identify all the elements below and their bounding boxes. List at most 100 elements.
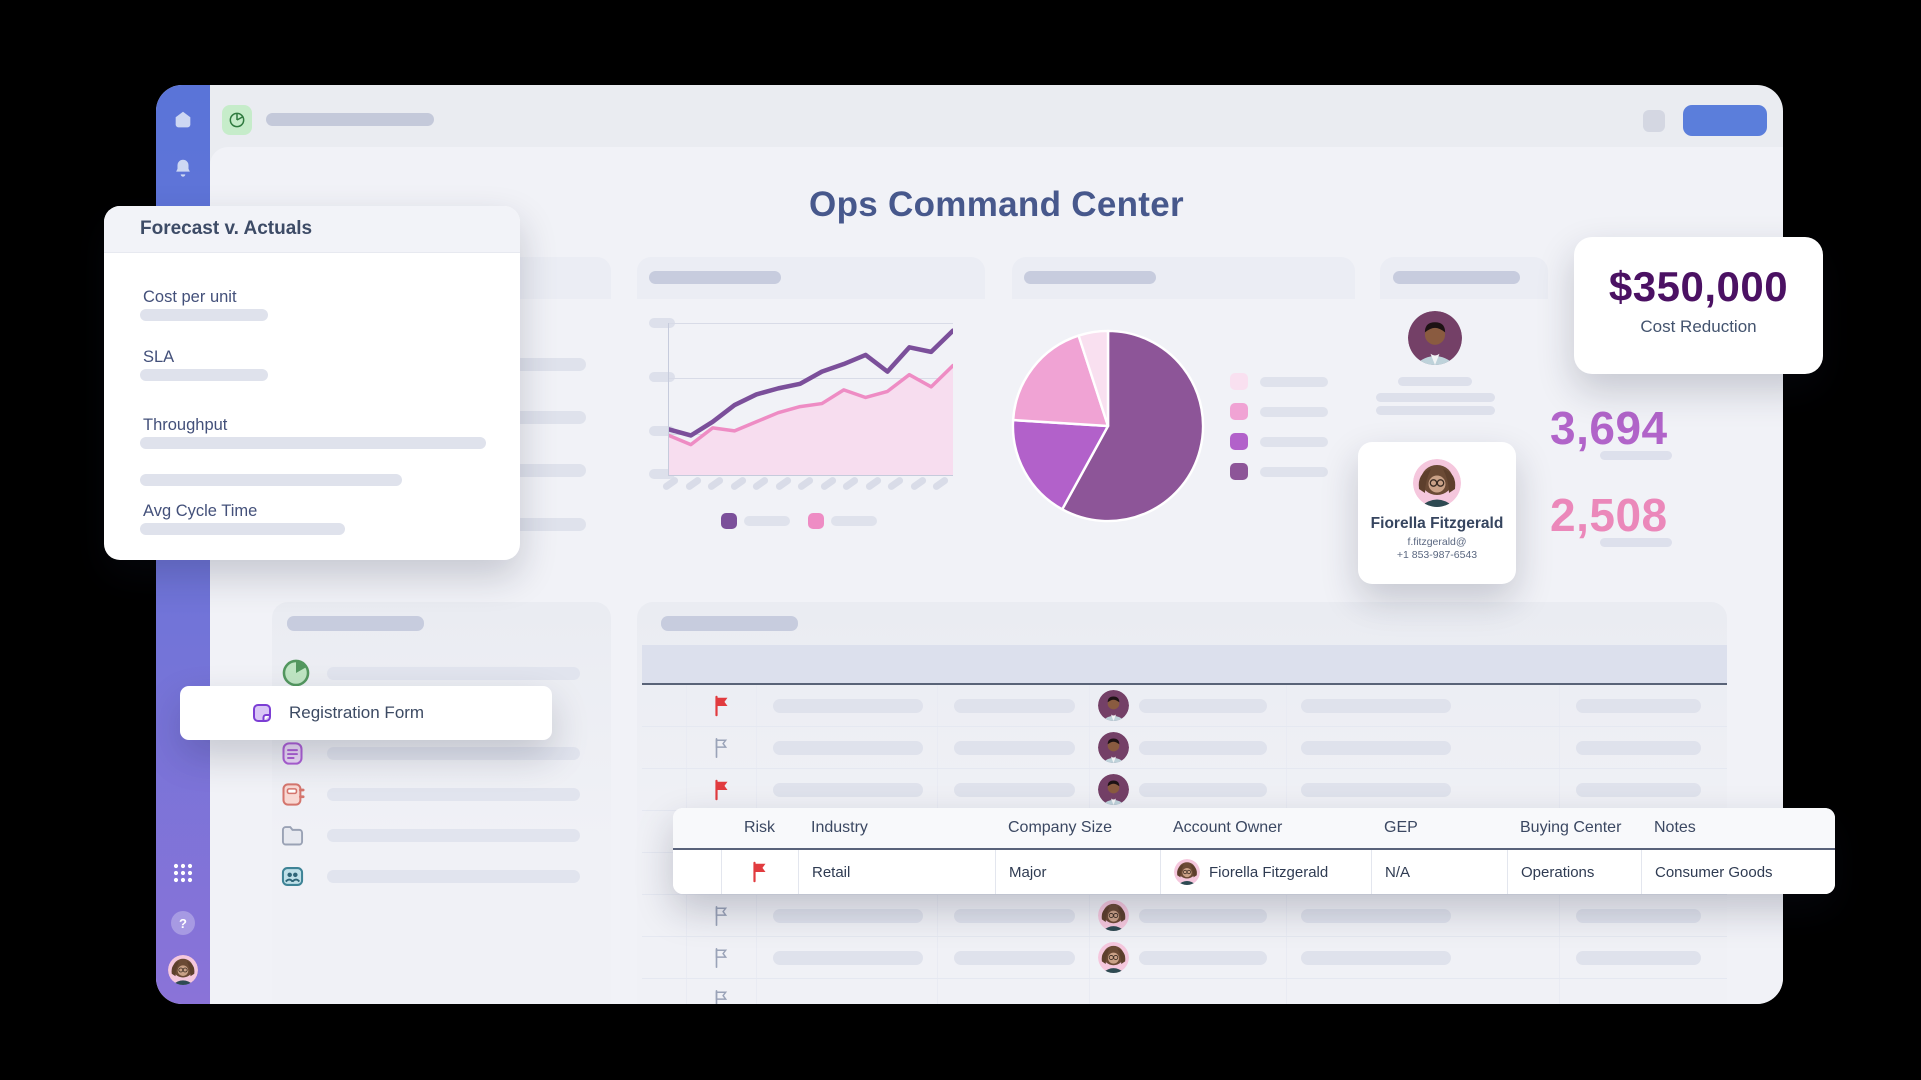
forecast-card-title: Forecast v. Actuals bbox=[140, 218, 313, 239]
owner-avatar[interactable] bbox=[1408, 311, 1462, 365]
pie-chart-icon bbox=[229, 112, 245, 128]
placeholder-bar bbox=[1139, 698, 1267, 713]
placeholder-bar bbox=[140, 369, 268, 381]
flag-gray-icon[interactable] bbox=[712, 947, 732, 969]
cell-industry[interactable]: Retail bbox=[798, 850, 995, 894]
placeholder-bar bbox=[1576, 950, 1701, 965]
registration-form-label: Registration Form bbox=[289, 703, 425, 722]
apps-grid-icon[interactable] bbox=[173, 863, 193, 883]
form-icon bbox=[253, 704, 271, 722]
notebook-icon[interactable] bbox=[279, 781, 306, 808]
cell-gep[interactable]: N/A bbox=[1371, 850, 1507, 894]
placeholder-bar bbox=[954, 782, 1075, 797]
flag-gray-icon[interactable] bbox=[712, 905, 732, 927]
row-avatar bbox=[1098, 732, 1129, 763]
placeholder-bar bbox=[1301, 698, 1451, 713]
table-row[interactable] bbox=[642, 727, 1727, 769]
row-avatar bbox=[1098, 900, 1129, 931]
legend-item bbox=[721, 513, 790, 529]
sidebar-user-avatar[interactable] bbox=[168, 955, 198, 985]
clipboard-icon[interactable] bbox=[279, 740, 306, 767]
table-row[interactable] bbox=[642, 937, 1727, 979]
flag-red-icon[interactable] bbox=[750, 861, 770, 883]
cell-account-owner[interactable]: Fiorella Fitzgerald bbox=[1160, 850, 1371, 894]
placeholder-bar bbox=[1139, 908, 1267, 923]
placeholder-bar bbox=[773, 740, 923, 755]
column-header-company-size[interactable]: Company Size bbox=[1008, 819, 1113, 836]
bell-icon[interactable] bbox=[172, 157, 194, 179]
metric-label: SLA bbox=[143, 348, 175, 366]
placeholder-bar bbox=[1260, 466, 1328, 477]
metric-label: Cost per unit bbox=[143, 288, 237, 306]
pie-slice-segment-1 bbox=[1060, 329, 1205, 523]
placeholder-bar bbox=[773, 908, 923, 923]
column-header-industry[interactable]: Industry bbox=[811, 819, 868, 836]
man-avatar-icon bbox=[1098, 690, 1129, 721]
placeholder-bar bbox=[954, 908, 1075, 923]
help-icon[interactable]: ? bbox=[171, 911, 195, 935]
record-popup: Risk Industry Company Size Account Owner… bbox=[673, 808, 1835, 894]
placeholder-bar bbox=[1301, 950, 1451, 965]
column-header-buying-center[interactable]: Buying Center bbox=[1520, 819, 1622, 836]
registration-form-item[interactable]: Registration Form bbox=[180, 686, 552, 740]
team-folder-icon[interactable] bbox=[279, 863, 306, 890]
legend-swatch-actuals bbox=[808, 513, 824, 529]
contact-email[interactable]: f.fitzgerald@ bbox=[1407, 536, 1467, 548]
y-axis-tick-placeholder bbox=[649, 372, 675, 382]
placeholder-bar bbox=[1393, 271, 1520, 284]
legend-swatch bbox=[1230, 403, 1248, 420]
placeholder-bar bbox=[1301, 908, 1451, 923]
placeholder-bar bbox=[327, 788, 580, 801]
cell-company-size[interactable]: Major bbox=[995, 850, 1160, 894]
column-header-gep[interactable]: GEP bbox=[1384, 819, 1418, 836]
placeholder-bar bbox=[1139, 740, 1267, 755]
pie-list-icon[interactable] bbox=[279, 656, 313, 690]
folder-icon[interactable] bbox=[279, 822, 306, 849]
placeholder-bar bbox=[661, 616, 798, 631]
table-row[interactable] bbox=[642, 895, 1727, 937]
placeholder-bar bbox=[140, 309, 268, 321]
flag-red-icon[interactable] bbox=[712, 695, 732, 717]
legend-swatch bbox=[1230, 373, 1248, 390]
cell-notes[interactable]: Consumer Goods bbox=[1641, 850, 1835, 894]
app-logo-chip[interactable] bbox=[222, 105, 252, 135]
placeholder-bar bbox=[773, 698, 923, 713]
placeholder-bar bbox=[744, 516, 790, 526]
metric-label: Throughput bbox=[143, 416, 228, 434]
table-header-band bbox=[642, 645, 1727, 685]
placeholder-bar bbox=[140, 523, 345, 535]
page-title: Ops Command Center bbox=[809, 185, 1184, 224]
cell-account-owner-name: Fiorella Fitzgerald bbox=[1209, 863, 1329, 881]
legend-item bbox=[808, 513, 877, 529]
flag-red-icon[interactable] bbox=[712, 779, 732, 801]
flag-gray-icon[interactable] bbox=[712, 737, 732, 759]
table-row[interactable] bbox=[642, 685, 1727, 727]
man-avatar-icon bbox=[1098, 774, 1129, 805]
flag-gray-icon[interactable] bbox=[712, 989, 732, 1005]
placeholder-bar bbox=[1376, 393, 1495, 402]
record-popup-row[interactable]: Retail Major Fiorella Fitzgerald N/A Ope… bbox=[673, 850, 1835, 894]
placeholder-bar bbox=[1301, 782, 1451, 797]
placeholder-bar bbox=[831, 516, 877, 526]
table-row[interactable] bbox=[642, 979, 1727, 1004]
pie-chart bbox=[1010, 328, 1206, 524]
cell-buying-center[interactable]: Operations bbox=[1507, 850, 1641, 894]
contact-card[interactable]: Fiorella Fitzgerald f.fitzgerald@ +1 853… bbox=[1358, 442, 1516, 584]
topbar-secondary-button[interactable] bbox=[1643, 110, 1665, 132]
column-header-risk[interactable]: Risk bbox=[743, 819, 776, 836]
placeholder-bar bbox=[1600, 451, 1672, 460]
row-avatar bbox=[1098, 942, 1129, 973]
pie-slice-segment-2 bbox=[1011, 418, 1110, 511]
contact-name: Fiorella Fitzgerald bbox=[1370, 515, 1504, 532]
cost-reduction-value: $350,000 bbox=[1608, 263, 1789, 310]
table-row[interactable] bbox=[642, 769, 1727, 811]
home-icon[interactable] bbox=[172, 109, 194, 131]
column-header-account-owner[interactable]: Account Owner bbox=[1173, 819, 1283, 836]
column-header-notes[interactable]: Notes bbox=[1654, 819, 1696, 836]
record-popup-header: Risk Industry Company Size Account Owner… bbox=[673, 808, 1835, 850]
man-avatar-icon bbox=[1408, 311, 1462, 365]
placeholder-bar bbox=[773, 782, 923, 797]
topbar-primary-button[interactable] bbox=[1683, 105, 1767, 136]
contact-phone[interactable]: +1 853-987-6543 bbox=[1396, 549, 1478, 561]
pie-chart-legend bbox=[1230, 373, 1328, 480]
